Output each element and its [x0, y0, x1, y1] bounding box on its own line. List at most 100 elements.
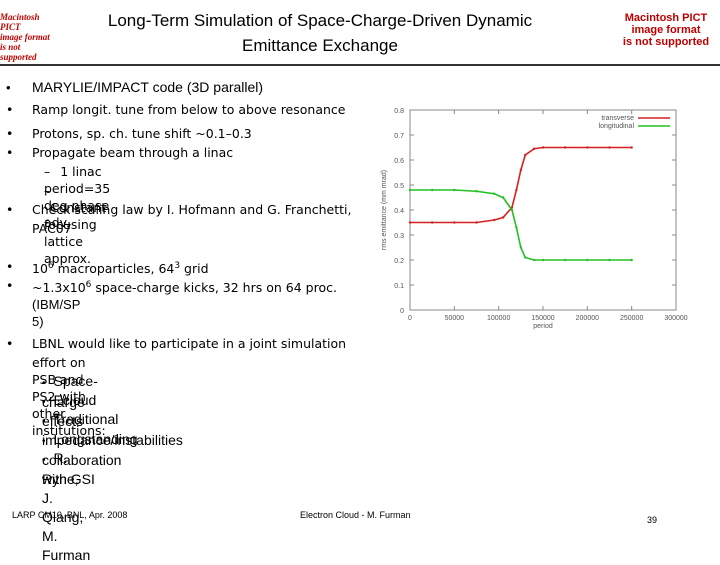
sub-bullet-item: • Longstanding collaboration with GSI — [42, 430, 138, 489]
bullet-text: 106 macroparticles, 643 grid — [32, 258, 382, 277]
text-part: macroparticles, 64 — [53, 261, 175, 277]
data-point-longitudinal — [586, 258, 589, 262]
data-point-longitudinal — [524, 256, 527, 259]
sub-bullet-text: Longstanding collaboration with GSI — [42, 431, 138, 487]
data-point-transverse — [630, 146, 633, 149]
bullet-icon: • — [6, 336, 14, 351]
sub-bullet-item: • Ecloud — [42, 391, 96, 412]
bullet-icon: • — [6, 202, 14, 217]
bullet-icon: • — [6, 126, 14, 141]
y-tick-label: 0 — [400, 308, 404, 315]
bullet-text-continued: (IBM/SP 5) — [32, 297, 81, 329]
pict-right-line2: image format — [631, 24, 701, 36]
sub-bullet-text: Space-charge effects — [42, 373, 98, 429]
data-point-transverse — [453, 221, 456, 224]
data-point-longitudinal — [475, 190, 478, 193]
chart-svg: 0 0.1 0.2 0.3 0.4 0.5 0.6 0.7 0.8 0 50000 100000 150… — [381, 108, 688, 330]
pict-left-line3: is not supported — [0, 42, 37, 62]
data-point-longitudinal — [608, 258, 611, 262]
data-point-transverse — [586, 146, 589, 149]
pict-right-line1: Macintosh PICT — [624, 12, 708, 24]
y-tick-label: 0.4 — [394, 208, 404, 215]
dash-icon: – — [44, 164, 51, 179]
sub-bullet-item: – Constant focusing lattice approx. — [44, 182, 106, 267]
data-point-transverse — [493, 218, 496, 222]
y-tick-label: 0.6 — [394, 158, 404, 165]
slide-title: Long-Term Simulation of Space-Charge-Dri… — [60, 8, 580, 58]
y-tick-label: 0.7 — [394, 133, 404, 140]
superscript: 3 — [174, 261, 181, 271]
bullet-text: Ramp longit. tune from below to above re… — [32, 102, 346, 117]
pict-left-line1: Macintosh PICT — [0, 12, 40, 32]
sub-bullet-item: – 1 linac period=35 deg phase adv. — [44, 163, 110, 231]
bullet-icon: • — [42, 436, 46, 447]
data-point-transverse — [524, 153, 527, 157]
y-tick-label: 0.2 — [394, 258, 404, 265]
data-point-longitudinal — [430, 188, 434, 192]
sub-bullet-item: • Space-charge effects — [42, 372, 98, 431]
sub-bullet-item: • R. Ryne, J. Qiang, M. Furman — [42, 449, 90, 565]
data-point-transverse — [475, 221, 478, 224]
data-point-longitudinal — [563, 258, 567, 262]
data-point-transverse — [532, 147, 536, 150]
bullet-icon: • — [42, 416, 46, 427]
sub-bullet-text: R. Ryne, J. Qiang, M. Furman — [42, 450, 91, 563]
pict-left-line2: image format — [0, 32, 50, 42]
plot-frame — [409, 109, 677, 311]
bullet-text: LBNL would like to participate in a join… — [32, 336, 347, 351]
sub-bullet-text: Traditional impedance/instabilities — [42, 411, 183, 448]
data-point-transverse — [519, 168, 523, 172]
pict-placeholder-right: Macintosh PICT image format is not suppo… — [612, 12, 720, 52]
data-point-transverse — [563, 146, 567, 149]
bullet-icon: • — [6, 102, 14, 117]
data-point-transverse — [430, 221, 434, 224]
bullet-icon: • — [6, 145, 14, 160]
sub-bullet-text: 1 linac period=35 deg phase adv. — [44, 164, 111, 230]
data-point-longitudinal — [493, 192, 496, 195]
data-point-transverse — [408, 221, 412, 224]
data-point-longitudinal — [515, 226, 518, 229]
sub-bullet-item: • Traditional impedance/instabilities — [42, 410, 183, 450]
dash-icon: – — [44, 183, 51, 198]
data-point-transverse — [515, 188, 518, 192]
bullet-icon: • — [6, 80, 11, 95]
text-part: 10 — [32, 261, 48, 277]
bullet-icon: • — [42, 455, 46, 466]
bullet-icon: • — [6, 259, 14, 274]
data-point-longitudinal — [532, 258, 536, 262]
title-line1: Long-Term Simulation of Space-Charge-Dri… — [107, 11, 533, 30]
x-tick-label: 250000 — [620, 315, 643, 322]
superscript: 6 — [47, 261, 54, 271]
bullet-text-continued: effort on PSB and PS2 with other institu… — [32, 355, 106, 438]
x-tick-label: 200000 — [576, 315, 599, 322]
series-line-transverse — [410, 146, 632, 224]
bullet-text: MARYLIE/IMPACT code (3D parallel) — [32, 79, 264, 95]
sub-bullet-text: Constant focusing lattice approx. — [44, 200, 107, 266]
page-number: 39 — [647, 515, 658, 525]
x-tick-label: 300000 — [664, 315, 687, 322]
title-line2: Emittance Exchange — [242, 36, 398, 55]
bullet-text-continued: PAC07 — [32, 221, 72, 236]
x-tick-label: 0 — [408, 315, 412, 322]
y-tick-label: 0.5 — [394, 183, 404, 190]
bullet-text: Propagate beam through a linac — [32, 145, 234, 160]
data-point-longitudinal — [501, 196, 505, 199]
text-part: ~1.3x10 — [32, 280, 86, 296]
data-point-longitudinal — [541, 258, 545, 262]
x-tick-label: 100000 — [487, 315, 510, 322]
slide-header — [0, 0, 720, 66]
y-axis-label: rms emittance (mm mrad) — [381, 170, 388, 250]
y-tick-label: 0.1 — [394, 283, 404, 290]
bullet-icon: • — [6, 278, 14, 293]
x-axis-label: period — [533, 323, 553, 330]
sub-bullet-text: Ecloud — [53, 392, 97, 408]
bullet-text: ~1.3x106 space-charge kicks, 32 hrs on 6… — [32, 277, 382, 296]
series-line-longitudinal — [410, 189, 632, 261]
pict-placeholder-left: Macintosh PICT image format is not suppo… — [0, 12, 50, 62]
footer-center: Electron Cloud - M. Furman — [300, 510, 411, 520]
data-point-longitudinal — [408, 188, 412, 192]
bullet-text: Protons, sp. ch. tune shift ~0.1–0.3 — [32, 126, 252, 141]
bullet-icon: • — [42, 378, 46, 389]
legend-label-longitudinal: longitudinal — [599, 123, 635, 130]
footer-left: LARP CM10, BNL, Apr. 2008 — [12, 510, 128, 520]
